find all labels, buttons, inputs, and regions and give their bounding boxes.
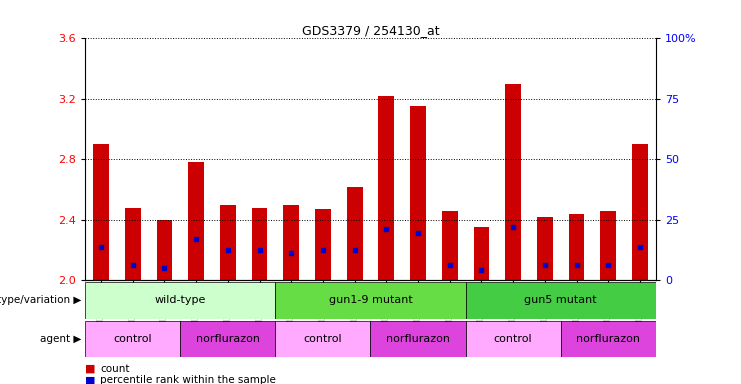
Bar	[568, 214, 585, 280]
Bar	[180, 321, 276, 357]
Bar	[379, 96, 394, 280]
Bar	[442, 211, 458, 280]
Text: gun5 mutant: gun5 mutant	[525, 295, 597, 306]
Bar	[252, 208, 268, 280]
Text: count: count	[100, 364, 130, 374]
Bar	[85, 282, 276, 319]
Text: agent ▶: agent ▶	[40, 334, 82, 344]
Text: gun1-9 mutant: gun1-9 mutant	[328, 295, 413, 306]
Bar	[124, 208, 141, 280]
Bar	[315, 209, 331, 280]
Bar	[276, 282, 465, 319]
Bar	[465, 282, 656, 319]
Text: wild-type: wild-type	[155, 295, 206, 306]
Text: percentile rank within the sample: percentile rank within the sample	[100, 375, 276, 384]
Text: genotype/variation ▶: genotype/variation ▶	[0, 295, 82, 306]
Bar	[85, 321, 180, 357]
Title: GDS3379 / 254130_at: GDS3379 / 254130_at	[302, 24, 439, 37]
Text: norflurazon: norflurazon	[196, 334, 260, 344]
Bar	[188, 162, 204, 280]
Bar	[505, 84, 521, 280]
Bar	[632, 144, 648, 280]
Bar	[465, 321, 561, 357]
Bar	[283, 205, 299, 280]
Bar	[370, 321, 465, 357]
Bar	[156, 220, 173, 280]
Bar	[537, 217, 553, 280]
Text: control: control	[113, 334, 152, 344]
Text: ■: ■	[85, 364, 96, 374]
Bar	[276, 321, 370, 357]
Text: control: control	[304, 334, 342, 344]
Text: control: control	[494, 334, 533, 344]
Bar	[347, 187, 362, 280]
Bar	[473, 227, 489, 280]
Bar	[561, 321, 656, 357]
Bar	[410, 106, 426, 280]
Text: norflurazon: norflurazon	[386, 334, 450, 344]
Bar	[220, 205, 236, 280]
Bar	[600, 211, 617, 280]
Text: ■: ■	[85, 375, 96, 384]
Bar	[93, 144, 109, 280]
Text: norflurazon: norflurazon	[576, 334, 640, 344]
